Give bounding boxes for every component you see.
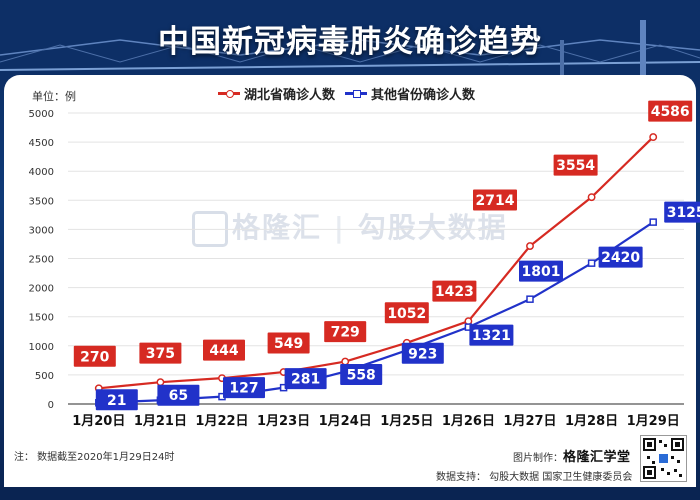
data-label-box [95, 389, 138, 411]
data-label: 2714 [476, 193, 515, 209]
data-label: 270 [80, 349, 109, 365]
y-tick-label: 1000 [29, 342, 54, 353]
y-tick-label: 4000 [29, 167, 54, 178]
data-label-box [203, 339, 245, 361]
data-label-box [401, 342, 444, 364]
legend-item-others: 其他省份确诊人数 [345, 84, 475, 103]
data-label-box [432, 280, 477, 302]
credit-prefix: 图片制作： [513, 453, 563, 464]
data-label-box [223, 377, 265, 399]
legend-item-hubei: 湖北省确诊人数 [218, 84, 335, 103]
data-label: 281 [291, 372, 320, 388]
data-point [526, 242, 534, 250]
data-label-box [73, 345, 116, 367]
data-label-box [384, 302, 429, 324]
watermark-partner: 勾股大数据 [357, 211, 508, 244]
data-label: 444 [209, 343, 238, 359]
watermark: 格隆汇 | 勾股大数据 [192, 206, 508, 247]
qr-code-icon [640, 435, 687, 482]
x-tick-label: 1月26日 [442, 414, 495, 429]
data-note: 注： 数据截至2020年1月29日24时 [14, 452, 175, 463]
data-label-box [553, 154, 598, 176]
x-tick-label: 1月28日 [565, 414, 618, 429]
data-label-box [324, 321, 367, 343]
y-tick-label: 500 [35, 371, 54, 382]
data-label: 127 [229, 381, 258, 397]
data-point [649, 218, 657, 226]
y-tick-label: 1500 [29, 313, 54, 324]
x-tick-label: 1月20日 [72, 414, 125, 429]
data-label: 1423 [435, 284, 474, 300]
data-label: 375 [146, 346, 175, 362]
y-tick-label: 4500 [29, 138, 54, 149]
data-label-box [473, 189, 517, 211]
data-label-box [157, 384, 200, 406]
data-label-box [519, 260, 563, 282]
x-tick-label: 1月25日 [380, 414, 433, 429]
data-label: 65 [169, 388, 188, 404]
x-tick-label: 1月23日 [257, 414, 310, 429]
data-label: 3125 [667, 205, 700, 221]
data-label: 549 [274, 336, 303, 352]
credit-brand: 格隆汇学堂 [563, 450, 631, 465]
bottom-bar [0, 487, 700, 500]
data-label: 21 [107, 393, 126, 409]
data-label: 2420 [601, 250, 640, 266]
y-tick-label: 3000 [29, 225, 54, 236]
data-point [341, 357, 350, 366]
data-label: 1052 [387, 306, 426, 322]
y-tick-label: 2500 [29, 255, 54, 266]
data-label: 1801 [522, 264, 561, 280]
data-point [526, 295, 534, 303]
y-tick-label: 5000 [29, 109, 54, 120]
x-tick-label: 1月29日 [627, 414, 680, 429]
x-tick-label: 1月24日 [319, 414, 372, 429]
legend-label-hubei: 湖北省确诊人数 [244, 88, 336, 103]
data-point [156, 378, 165, 387]
data-label: 729 [331, 325, 360, 341]
data-label-box [469, 324, 514, 346]
data-label: 558 [347, 368, 376, 384]
data-label-box [267, 332, 310, 354]
data-label: 3554 [556, 158, 595, 174]
data-point [649, 133, 658, 142]
data-label: 923 [408, 346, 437, 362]
series-line-0 [98, 136, 654, 390]
data-point [587, 259, 596, 267]
unit-label: 单位：例 [32, 90, 76, 103]
data-label-box [598, 246, 643, 268]
x-tick-label: 1月27日 [503, 414, 556, 429]
data-support: 数据支持： 勾股大数据 国家卫生健康委员会 [436, 472, 633, 483]
data-label-box [284, 368, 327, 390]
data-point [587, 193, 596, 202]
y-tick-label: 2000 [29, 284, 54, 295]
data-label: 4586 [651, 104, 690, 120]
data-label-box [648, 100, 693, 122]
chart-title: 中国新冠病毒肺炎确诊趋势 [158, 24, 542, 60]
legend-line-red-icon [218, 90, 240, 98]
legend-label-others: 其他省份确诊人数 [371, 88, 476, 103]
legend: 湖北省确诊人数 其他省份确诊人数 [218, 84, 475, 103]
credit: 图片制作：格隆汇学堂 [513, 446, 631, 465]
data-label-box [139, 342, 182, 364]
x-tick-label: 1月21日 [134, 414, 187, 429]
data-label-box [664, 201, 700, 223]
y-tick-label: 0 [48, 400, 54, 411]
watermark-brand: 格隆汇 [232, 211, 323, 244]
y-tick-label: 3500 [29, 196, 54, 207]
data-label-box [340, 364, 383, 386]
data-label: 1321 [472, 328, 511, 344]
chart-panel [4, 75, 696, 487]
legend-line-blue-icon [345, 90, 368, 98]
x-tick-label: 1月22日 [195, 414, 248, 429]
